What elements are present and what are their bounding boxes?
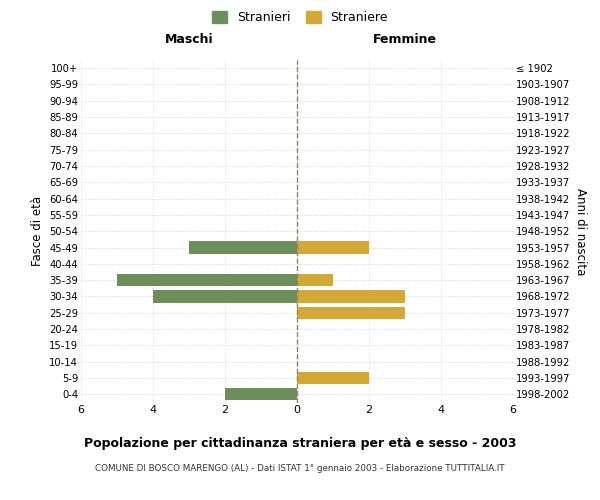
Bar (117, 274, 297, 286)
Text: Femmine: Femmine (373, 34, 437, 46)
Legend: Stranieri, Straniere: Stranieri, Straniere (207, 6, 393, 29)
Y-axis label: Fasce di età: Fasce di età (31, 196, 44, 266)
Text: COMUNE DI BOSCO MARENGO (AL) - Dati ISTAT 1° gennaio 2003 - Elaborazione TUTTITA: COMUNE DI BOSCO MARENGO (AL) - Dati ISTA… (95, 464, 505, 473)
Bar (189, 242, 297, 254)
Bar (297, 290, 405, 302)
Bar (297, 274, 333, 286)
Y-axis label: Anni di nascita: Anni di nascita (574, 188, 587, 275)
Bar (225, 388, 297, 400)
Bar (297, 372, 369, 384)
Bar (297, 242, 369, 254)
Bar (297, 306, 405, 319)
Text: Maschi: Maschi (164, 34, 214, 46)
Bar (153, 290, 297, 302)
Text: Popolazione per cittadinanza straniera per età e sesso - 2003: Popolazione per cittadinanza straniera p… (84, 438, 516, 450)
